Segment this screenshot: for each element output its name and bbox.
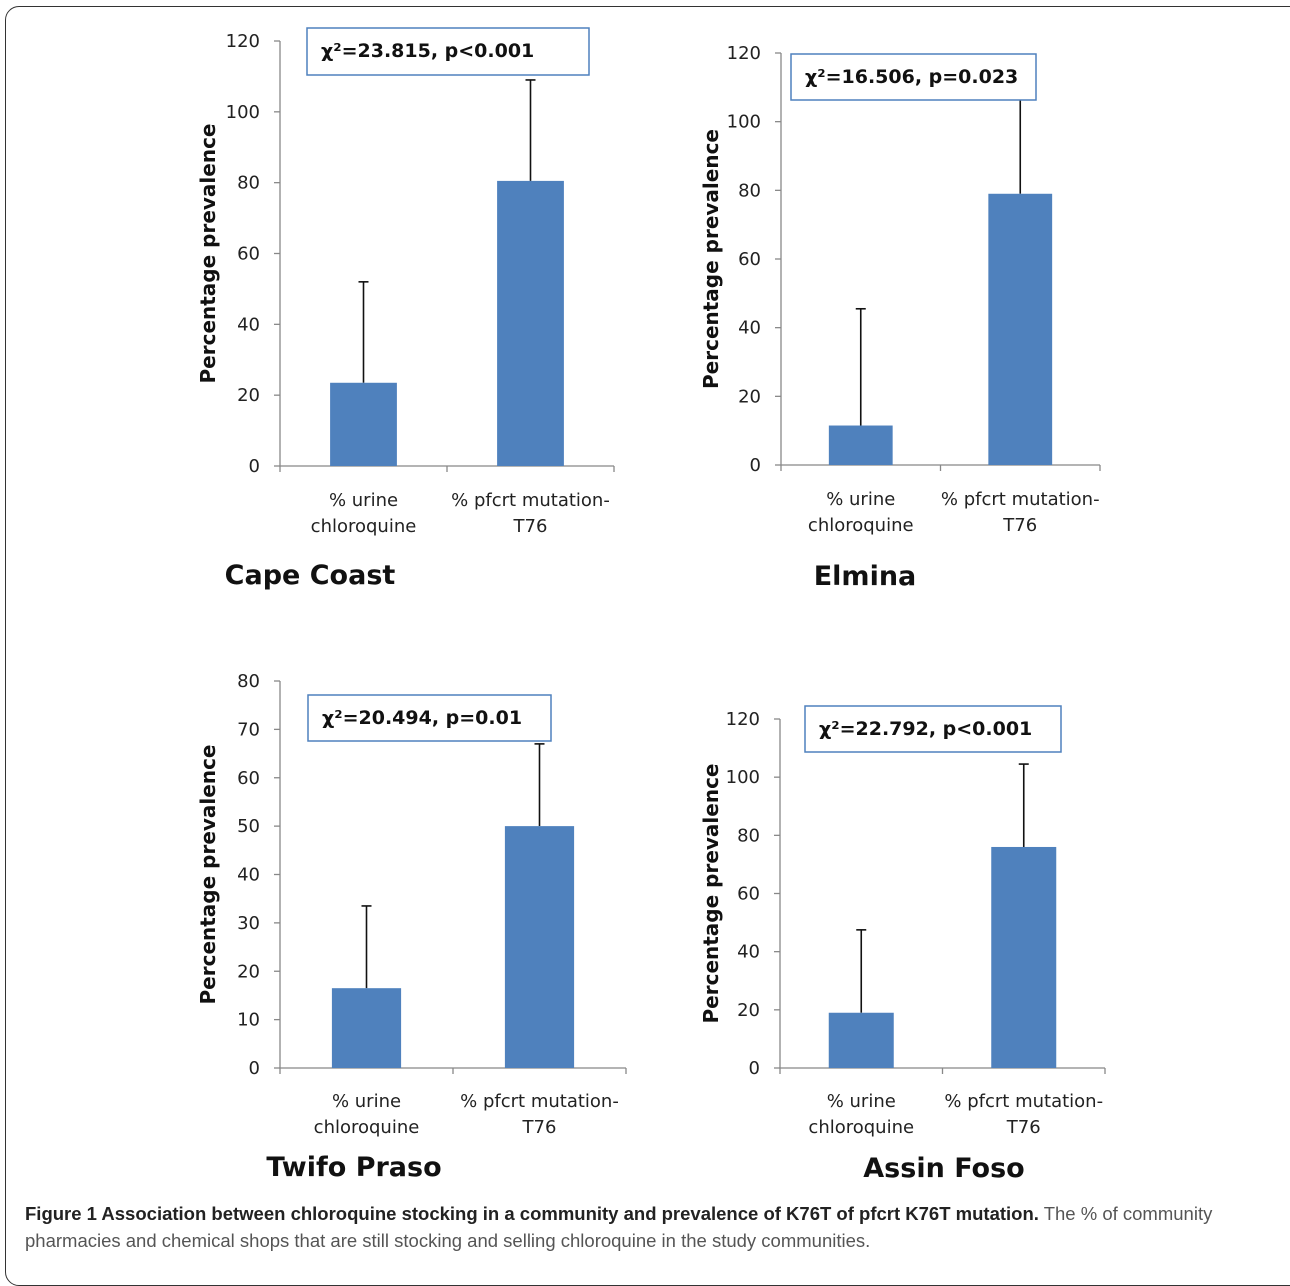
category-label: % pfcrt mutation- (460, 1091, 619, 1112)
y-tick-label: 20 (237, 385, 260, 406)
y-tick-label: 40 (738, 318, 761, 339)
chart-title: Twifo Praso (266, 1152, 441, 1183)
category-label: % pfcrt mutation- (451, 490, 610, 511)
y-tick-label: 20 (737, 1000, 760, 1021)
y-tick-label: 20 (237, 961, 260, 982)
bar-2 (497, 181, 564, 466)
y-tick-label: 100 (727, 112, 761, 133)
category-label: T76 (513, 516, 548, 537)
y-tick-label: 80 (737, 825, 760, 846)
category-label: % urine (332, 1091, 401, 1112)
figure-caption: Figure 1 Association between chloroquine… (25, 1200, 1275, 1254)
y-axis-label: Percentage prevalence (196, 745, 220, 1005)
y-tick-label: 0 (750, 455, 761, 476)
bar-2 (505, 826, 574, 1068)
y-tick-label: 0 (249, 456, 260, 477)
category-label: % urine (329, 490, 398, 511)
y-tick-label: 60 (237, 244, 260, 265)
y-axis-label: Percentage prevalence (699, 764, 723, 1024)
category-label: % urine (826, 489, 895, 510)
category-label: T76 (1002, 515, 1037, 536)
annotation-text: χ²=22.792, p<0.001 (819, 718, 1032, 740)
category-label: T76 (1006, 1117, 1041, 1138)
annotation-text: χ²=20.494, p=0.01 (322, 707, 522, 729)
y-tick-label: 40 (237, 314, 260, 335)
category-label: T76 (522, 1117, 557, 1138)
bar-1 (829, 1013, 894, 1068)
bar-1 (829, 426, 893, 465)
y-tick-label: 60 (738, 249, 761, 270)
y-tick-label: 80 (738, 180, 761, 201)
y-tick-label: 80 (237, 671, 260, 692)
annotation-text: χ²=16.506, p=0.023 (805, 66, 1018, 88)
y-tick-label: 0 (249, 1058, 260, 1079)
y-tick-label: 10 (237, 1010, 260, 1031)
y-tick-label: 100 (726, 767, 760, 788)
y-tick-label: 60 (237, 768, 260, 789)
y-tick-label: 40 (237, 865, 260, 886)
category-label: % pfcrt mutation- (941, 489, 1100, 510)
y-axis-label: Percentage prevalence (699, 129, 723, 389)
chart-title: Elmina (814, 561, 917, 592)
y-axis-label: Percentage prevalence (196, 124, 220, 384)
y-tick-label: 30 (237, 913, 260, 934)
category-label: % urine (827, 1091, 896, 1112)
caption-lead: Figure 1 Association between chloroquine… (25, 1203, 1039, 1224)
chart-title: Cape Coast (225, 560, 396, 591)
y-tick-label: 50 (237, 816, 260, 837)
category-label: chloroquine (314, 1117, 420, 1138)
y-tick-label: 120 (226, 31, 260, 52)
y-tick-label: 70 (237, 719, 260, 740)
category-label: chloroquine (311, 516, 417, 537)
category-label: % pfcrt mutation- (944, 1091, 1103, 1112)
bar-1 (332, 988, 401, 1068)
y-tick-label: 60 (737, 884, 760, 905)
bar-2 (991, 847, 1056, 1068)
category-label: chloroquine (808, 515, 914, 536)
bar-2 (988, 194, 1052, 465)
category-label: chloroquine (808, 1117, 914, 1138)
chart-panel-2: 0 20 40 60 80 100 120 % urine chloroquine % pfcrt… (699, 43, 1100, 592)
chart-panel-1: 0 20 40 60 80 100 120 % urine chloroquine % pfcrt… (196, 28, 614, 591)
y-tick-label: 40 (737, 942, 760, 963)
chart-panel-4: 0 20 40 60 80 100 120 % urine chloroquine % pfcrt… (699, 706, 1105, 1184)
chart-panel-3: 0 10 20 30 40 50 60 70 80 % urine chloroquine % pfc… (196, 671, 626, 1183)
y-tick-label: 100 (226, 102, 260, 123)
y-tick-label: 120 (726, 709, 760, 730)
bar-1 (330, 383, 397, 466)
y-tick-label: 80 (237, 173, 260, 194)
chart-title: Assin Foso (863, 1153, 1024, 1184)
y-tick-label: 0 (749, 1058, 760, 1079)
y-tick-label: 20 (738, 386, 761, 407)
y-tick-label: 120 (727, 43, 761, 64)
annotation-text: χ²=23.815, p<0.001 (321, 40, 534, 62)
